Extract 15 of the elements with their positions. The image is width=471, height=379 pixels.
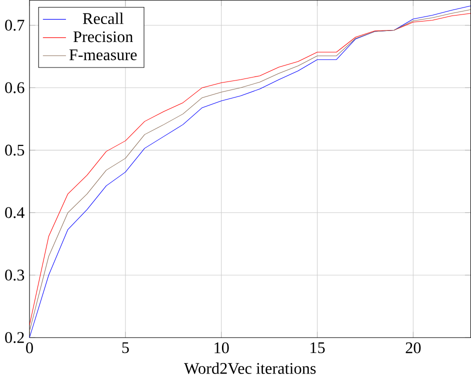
x-tick-label: 15 [310, 342, 325, 354]
y-tick-label: 0.6 [5, 82, 24, 94]
y-tick-label: 0.3 [5, 270, 24, 281]
x-tick-label: 5 [122, 342, 129, 354]
legend-label: Precision [73, 32, 133, 42]
x-tick-label: 10 [214, 342, 229, 354]
legend-label: F-measure [69, 50, 137, 60]
y-tick-label: 0.2 [5, 332, 24, 344]
legend-label: Recall [82, 12, 124, 24]
x-tick-label: 20 [406, 342, 421, 354]
y-tick-label: 0.5 [5, 144, 24, 156]
y-tick-label: 0.7 [5, 20, 24, 31]
x-tick-label: 0 [26, 342, 33, 354]
x-axis-title: Word2Vec iterations [184, 362, 316, 374]
y-tick-label: 0.4 [5, 207, 24, 218]
